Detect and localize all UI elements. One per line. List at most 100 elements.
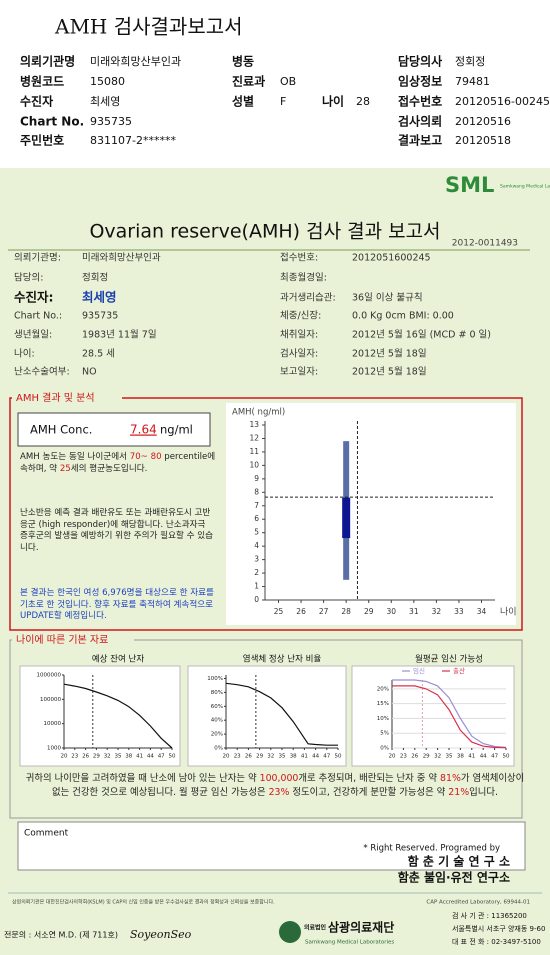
x-tick-label: 30 — [387, 607, 397, 616]
x-tick-label: 26 — [296, 607, 306, 616]
patient-value: NO — [82, 367, 97, 378]
x-tick-label: 26 — [245, 754, 252, 760]
patient-label: 나이: — [14, 349, 35, 360]
x-tick-label: 44 — [312, 754, 319, 760]
x-tick-label: 44 — [147, 754, 154, 760]
patient-label: 채취일자: — [280, 330, 318, 341]
patient-value: 2012년 5월 16일 (MCD # 0 일) — [352, 329, 491, 341]
x-tick-label: 47 — [491, 754, 498, 760]
amh-paragraph: 난소반응 예측 결과 배란유도 또는 과배란유도시 고반응군 (high res… — [20, 508, 214, 553]
text: percentile에 속하며, 약 — [20, 452, 216, 474]
x-tick-label: 32 — [104, 754, 111, 760]
patient-value: 2012051600245 — [352, 253, 431, 264]
y-tick-label: 11 — [249, 447, 259, 456]
x-tick-label: 35 — [115, 754, 122, 760]
legend-label: 임신 — [413, 666, 425, 675]
credit: 함춘 불임·유전 연구소 — [398, 870, 510, 885]
patient-label: 수진자: — [14, 290, 54, 305]
mini-panel — [19, 665, 181, 767]
x-axis-label: 나이 — [500, 607, 517, 618]
report-title: Ovarian reserve(AMH) 검사 결과 보고서 — [89, 221, 440, 243]
patient-label: 의뢰기관명: — [14, 253, 61, 264]
y-tick-label: 10% — [377, 716, 389, 722]
y-tick-label: 0 — [254, 595, 259, 604]
x-tick-label: 41 — [136, 754, 143, 760]
patient-label: 최종월경일: — [280, 272, 327, 284]
amh-section-box — [9, 397, 523, 631]
y-tick-label: 100000 — [40, 697, 61, 703]
info-value: 15080 — [90, 75, 125, 88]
amh-paragraph: AMH 농도는 동일 나이군에서 70~ 80 percentile에 속하며,… — [20, 452, 216, 475]
x-tick-label: 26 — [82, 754, 89, 760]
x-tick-label: 35 — [446, 754, 453, 760]
credit: * Right Reserved. Programed by — [363, 844, 500, 854]
patient-label: 검사일자: — [280, 348, 318, 360]
org-emblem — [279, 921, 301, 943]
x-tick-label: 44 — [480, 754, 487, 760]
info-value: 미래와희망산부인과 — [90, 55, 181, 68]
patient-label: 접수번호: — [280, 252, 318, 264]
x-tick-label: 38 — [290, 754, 297, 760]
info-label: Chart No. — [20, 115, 84, 129]
info-label: 병동 — [232, 54, 254, 69]
y-tick-label: 6 — [254, 514, 259, 523]
highlight: 100,000 — [259, 773, 299, 784]
x-tick-label: 29 — [256, 754, 263, 760]
mini-panel — [187, 665, 347, 767]
x-tick-label: 20 — [389, 754, 396, 760]
patient-label: 보고일자: — [280, 367, 318, 378]
x-tick-label: 31 — [409, 607, 419, 616]
info-label: 주민번호 — [20, 133, 64, 148]
x-tick-label: 23 — [400, 754, 407, 760]
y-tick-label: 15% — [377, 701, 389, 707]
logo-sub: Samkwang Medical Laboratories — [500, 184, 550, 190]
x-tick-label: 26 — [411, 754, 418, 760]
y-tick-label: 3 — [254, 555, 259, 564]
text: 정도이고, 건강하게 분만할 가능성은 약 — [289, 787, 449, 798]
highlight: 21% — [448, 787, 470, 798]
info-label: 접수번호 — [398, 94, 442, 109]
patient-label: 체중/신장: — [280, 311, 321, 322]
x-tick-label: 34 — [477, 607, 487, 616]
info-value: 20120516-00245 — [455, 95, 550, 108]
x-tick-label: 35 — [279, 754, 286, 760]
x-tick-label: 38 — [125, 754, 132, 760]
y-tick-label: 10000 — [44, 721, 62, 727]
x-tick-label: 50 — [503, 754, 510, 760]
info-label: 병원코드 — [20, 74, 64, 89]
info-value: 831107-2****** — [90, 134, 176, 147]
logo: SML — [445, 173, 494, 197]
x-tick-label: 28 — [341, 607, 351, 616]
patient-label: 담당의: — [14, 272, 43, 284]
text: 가 염색체이상이 없는 건강한 것으로 예상됩니다. 월 평균 임신 가능성은 — [52, 773, 525, 798]
series-line — [392, 685, 507, 749]
info-value: 최세영 — [90, 95, 120, 108]
info-label: 성별 — [232, 94, 254, 109]
basic-label-bg — [12, 633, 134, 647]
mini-title: 예상 잔여 난자 — [92, 654, 145, 665]
patient-value: 28.5 세 — [82, 349, 115, 360]
report-number: 2012-0011493 — [452, 239, 518, 249]
x-tick-label: 33 — [454, 607, 464, 616]
x-tick-label: 41 — [301, 754, 308, 760]
page-title: AMH 검사결과보고서 — [54, 15, 243, 39]
info-label: 나이 — [322, 94, 344, 109]
org-type: 의료법인 — [304, 924, 327, 932]
footer-notice: 상원의뢰기관은 대한진단검사의학회(KSLM) 및 CAP의 신임 인증을 받은… — [12, 899, 275, 906]
mini-title: 염색체 정상 난자 비율 — [243, 654, 322, 665]
patient-value: 935735 — [82, 311, 118, 322]
info-value: OB — [280, 75, 296, 88]
footer-cap: CAP Accredited Laboratory, 69944-01 — [426, 900, 530, 906]
x-tick-label: 38 — [457, 754, 464, 760]
patient-label: Chart No.: — [14, 311, 62, 322]
address: 검 사 기 관 : 11365200 — [452, 911, 527, 920]
x-tick-label: 32 — [432, 607, 442, 616]
y-tick-label: 1 — [254, 582, 259, 591]
x-tick-label: 50 — [169, 754, 176, 760]
y-tick-label: 0% — [214, 746, 223, 752]
info-value: 935735 — [90, 115, 132, 128]
patient-value: 미래와희망산부인과 — [82, 252, 161, 264]
